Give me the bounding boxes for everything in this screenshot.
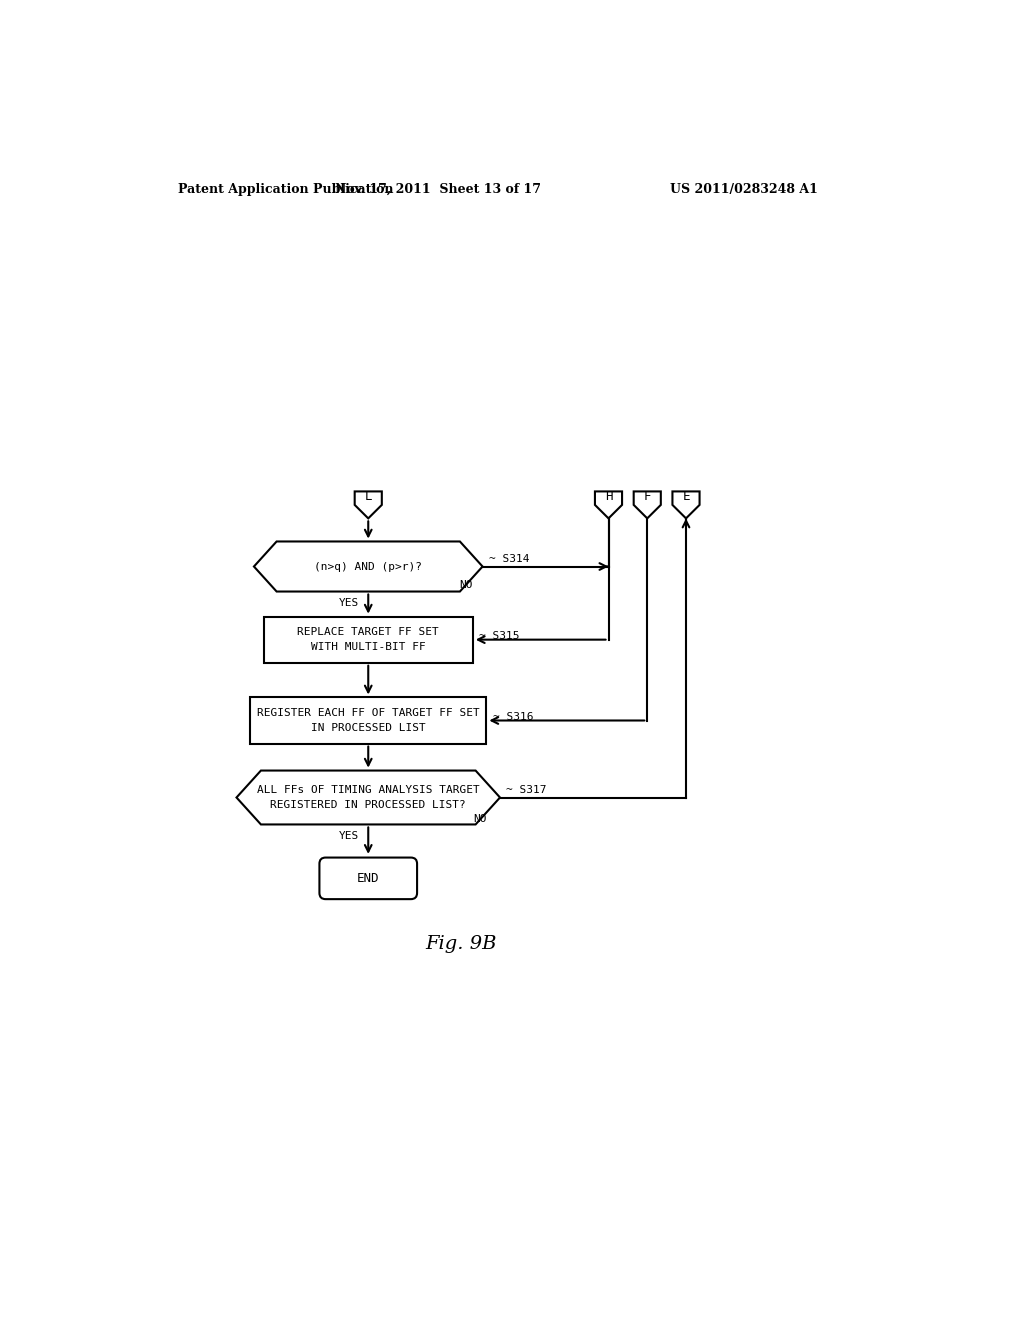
Text: Fig. 9B: Fig. 9B [426,935,497,953]
Text: ALL FFs OF TIMING ANALYSIS TARGET: ALL FFs OF TIMING ANALYSIS TARGET [257,785,479,795]
Text: F: F [643,490,651,503]
Text: (n>q) AND (p>r)?: (n>q) AND (p>r)? [314,561,422,572]
Text: REGISTERED IN PROCESSED LIST?: REGISTERED IN PROCESSED LIST? [270,800,466,810]
Text: REGISTER EACH FF OF TARGET FF SET: REGISTER EACH FF OF TARGET FF SET [257,708,479,718]
Text: YES: YES [339,832,359,841]
Text: ~ S316: ~ S316 [493,711,534,722]
Text: ~ S315: ~ S315 [479,631,519,640]
Text: END: END [357,871,380,884]
Text: ~ S314: ~ S314 [488,554,529,564]
Text: WITH MULTI-BIT FF: WITH MULTI-BIT FF [311,643,426,652]
Text: Patent Application Publication: Patent Application Publication [178,182,394,195]
Text: E: E [682,490,690,503]
Text: H: H [605,490,612,503]
Text: NO: NO [473,813,486,824]
Text: L: L [365,490,372,503]
Text: YES: YES [339,598,359,609]
Text: IN PROCESSED LIST: IN PROCESSED LIST [311,723,426,733]
Text: REPLACE TARGET FF SET: REPLACE TARGET FF SET [297,627,439,638]
Text: US 2011/0283248 A1: US 2011/0283248 A1 [671,182,818,195]
Text: ~ S317: ~ S317 [506,785,547,795]
Text: Nov. 17, 2011  Sheet 13 of 17: Nov. 17, 2011 Sheet 13 of 17 [335,182,541,195]
Text: NO: NO [460,581,473,590]
